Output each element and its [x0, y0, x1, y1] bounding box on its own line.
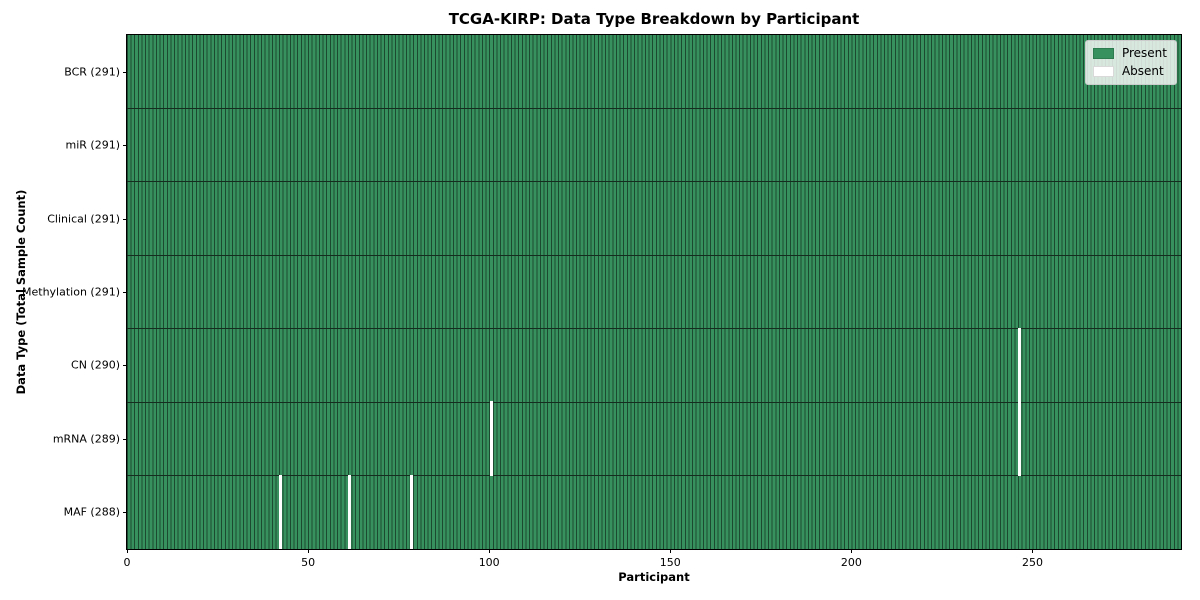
x-tick-mark — [851, 549, 853, 553]
x-tick-mark — [308, 549, 310, 553]
y-tick-mark — [123, 512, 127, 514]
x-tick-label: 0 — [123, 556, 131, 569]
plot-area: Present Absent — [126, 34, 1182, 550]
legend-item-absent: Absent — [1092, 64, 1167, 79]
x-tick-label: 50 — [301, 556, 316, 569]
x-tick-mark — [670, 549, 672, 553]
y-tick-label: Methylation (291) — [22, 285, 120, 299]
y-tick-label: MAF (288) — [63, 505, 120, 519]
row-divider-line — [127, 181, 1181, 183]
y-tick-label: miR (291) — [65, 138, 121, 152]
absent-cell-strip — [1018, 327, 1022, 403]
legend: Present Absent — [1084, 40, 1177, 86]
y-tick-mark — [123, 438, 127, 440]
absent-cell-strip — [279, 474, 283, 549]
x-axis-label: Participant — [618, 570, 690, 584]
row-divider-line — [127, 475, 1181, 477]
legend-item-present: Present — [1092, 46, 1167, 60]
y-tick-label: mRNA (289) — [52, 432, 120, 446]
chart-title: TCGA-KIRP: Data Type Breakdown by Partic… — [448, 10, 860, 28]
y-tick-mark — [123, 365, 127, 367]
row-divider-line — [127, 254, 1181, 256]
y-tick-label: Clinical (291) — [47, 212, 120, 226]
absent-cell-strip — [348, 474, 352, 549]
absent-cell-strip — [489, 401, 493, 476]
x-tick-label: 250 — [1021, 556, 1043, 569]
row-divider-line — [127, 107, 1181, 109]
absent-swatch-icon — [1092, 66, 1114, 78]
present-swatch-icon — [1092, 48, 1114, 60]
y-tick-label: BCR (291) — [64, 65, 120, 79]
x-tick-mark — [1032, 549, 1034, 553]
legend-label-present: Present — [1121, 46, 1167, 60]
x-tick-mark — [489, 549, 491, 553]
absent-cell-strip — [1018, 401, 1022, 476]
x-tick-label: 150 — [659, 556, 681, 569]
legend-label-absent: Absent — [1121, 64, 1164, 79]
y-tick-label: CN (290) — [71, 358, 120, 372]
y-tick-mark — [123, 145, 127, 147]
y-tick-mark — [123, 218, 127, 220]
y-tick-mark — [123, 292, 127, 293]
absent-cell-strip — [409, 474, 413, 549]
y-tick-mark — [123, 71, 127, 73]
row-divider-line — [127, 401, 1181, 403]
x-tick-mark — [127, 549, 128, 553]
row-divider-line — [127, 328, 1181, 330]
x-tick-label: 200 — [840, 556, 862, 569]
x-tick-label: 100 — [478, 556, 500, 569]
